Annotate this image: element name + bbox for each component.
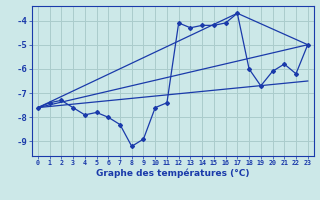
X-axis label: Graphe des températures (°C): Graphe des températures (°C)	[96, 169, 250, 178]
